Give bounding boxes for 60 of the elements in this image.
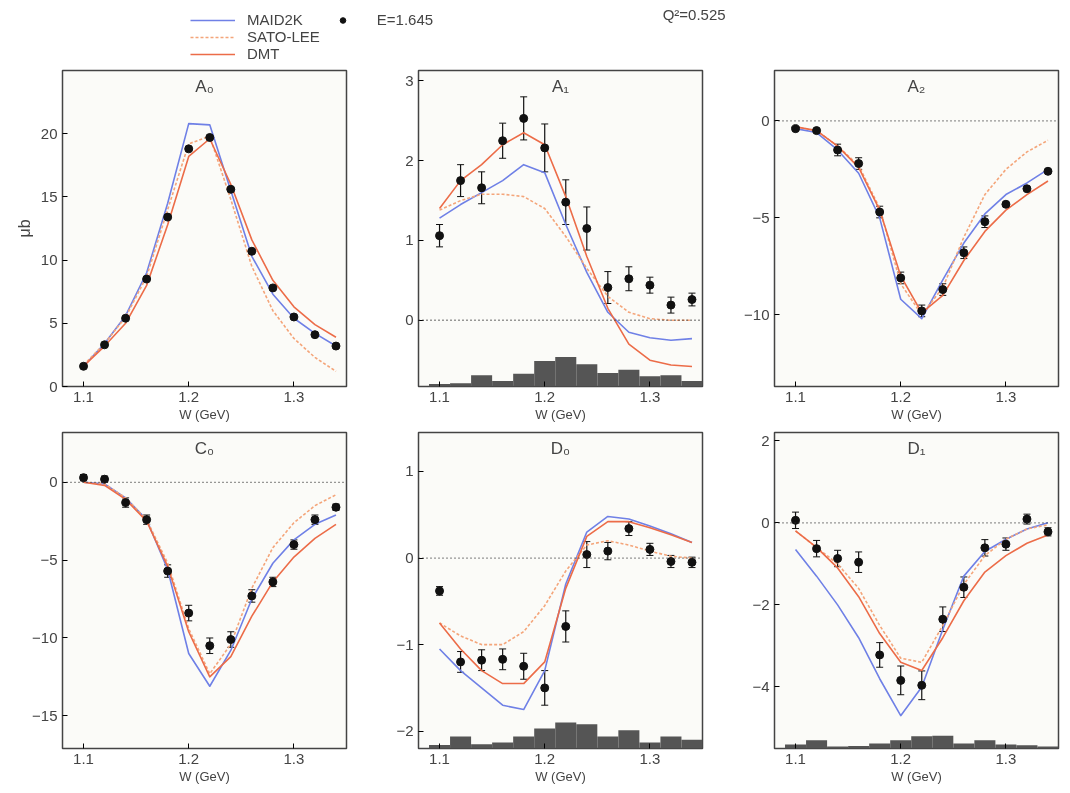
x-tick-label: 1.3 [639, 749, 661, 767]
x-tick-label: 1.3 [283, 387, 305, 405]
y-axis-title: μb [15, 219, 33, 238]
x-axis-title: W (GeV) [535, 406, 586, 422]
y-tick-label: −10 [32, 628, 58, 646]
chart-title: A₁ [551, 76, 570, 96]
legend-label: E=1.645 [376, 11, 434, 28]
x-tick-label: 1.3 [995, 749, 1017, 767]
x-axis-title: W (GeV) [891, 406, 942, 422]
y-tick-label: 2 [761, 431, 770, 449]
y-tick-label: 20 [40, 124, 58, 142]
y-tick-label: −5 [752, 208, 770, 226]
chart-title: D₀ [550, 438, 571, 458]
y-tick-label: 15 [40, 187, 58, 205]
x-tick-label: 1.3 [639, 387, 661, 405]
x-tick-label: 1.1 [429, 749, 450, 767]
chart-title: A₀ [195, 76, 214, 96]
y-tick-label: 0 [405, 549, 414, 567]
y-tick-label: −1 [396, 635, 414, 653]
x-tick-label: 1.1 [429, 387, 450, 405]
y-tick-label: 0 [761, 513, 770, 531]
x-tick-label: 1.2 [534, 387, 556, 405]
x-tick-label: 1.1 [785, 387, 806, 405]
y-tick-label: −15 [32, 706, 58, 724]
x-tick-label: 1.2 [534, 749, 556, 767]
y-tick-label: −5 [40, 551, 58, 569]
y-tick-label: 3 [405, 71, 414, 89]
x-tick-label: 1.3 [995, 387, 1017, 405]
x-tick-label: 1.2 [178, 749, 200, 767]
y-tick-label: −2 [396, 722, 414, 740]
y-tick-label: 10 [40, 251, 58, 269]
y-tick-label: 0 [405, 311, 414, 329]
y-tick-label: 0 [761, 111, 770, 129]
chart-title: D₁ [907, 438, 926, 458]
text: Q²=0.525 [662, 5, 726, 23]
y-tick-label: −10 [744, 305, 770, 323]
y-tick-label: −4 [752, 677, 770, 695]
y-tick-label: 0 [49, 473, 58, 491]
chart-title: C₀ [194, 438, 215, 458]
legend-label: SATO-LEE [247, 28, 320, 45]
y-tick-label: 2 [405, 151, 414, 169]
x-tick-label: 1.3 [283, 749, 305, 767]
x-tick-label: 1.2 [890, 749, 912, 767]
y-tick-label: −2 [752, 595, 770, 613]
x-axis-title: W (GeV) [179, 768, 230, 784]
x-axis-title: W (GeV) [535, 768, 586, 784]
y-tick-label: 1 [405, 462, 414, 480]
x-tick-label: 1.2 [890, 387, 912, 405]
x-tick-label: 1.2 [178, 387, 200, 405]
x-tick-label: 1.1 [73, 387, 94, 405]
chart-title: A₂ [907, 76, 926, 96]
y-tick-label: 5 [49, 314, 58, 332]
y-tick-label: 1 [405, 231, 414, 249]
legend-label: DMT [247, 45, 280, 62]
x-axis-title: W (GeV) [891, 768, 942, 784]
x-tick-label: 1.1 [785, 749, 806, 767]
x-tick-label: 1.1 [73, 749, 94, 767]
legend-label: MAID2K [247, 11, 303, 28]
x-axis-title: W (GeV) [179, 406, 230, 422]
y-tick-label: 0 [49, 377, 58, 395]
